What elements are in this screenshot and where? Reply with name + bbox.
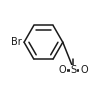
Text: S: S — [70, 65, 76, 75]
Text: O: O — [80, 65, 88, 75]
Text: Br: Br — [11, 37, 22, 47]
Text: O: O — [59, 65, 67, 75]
